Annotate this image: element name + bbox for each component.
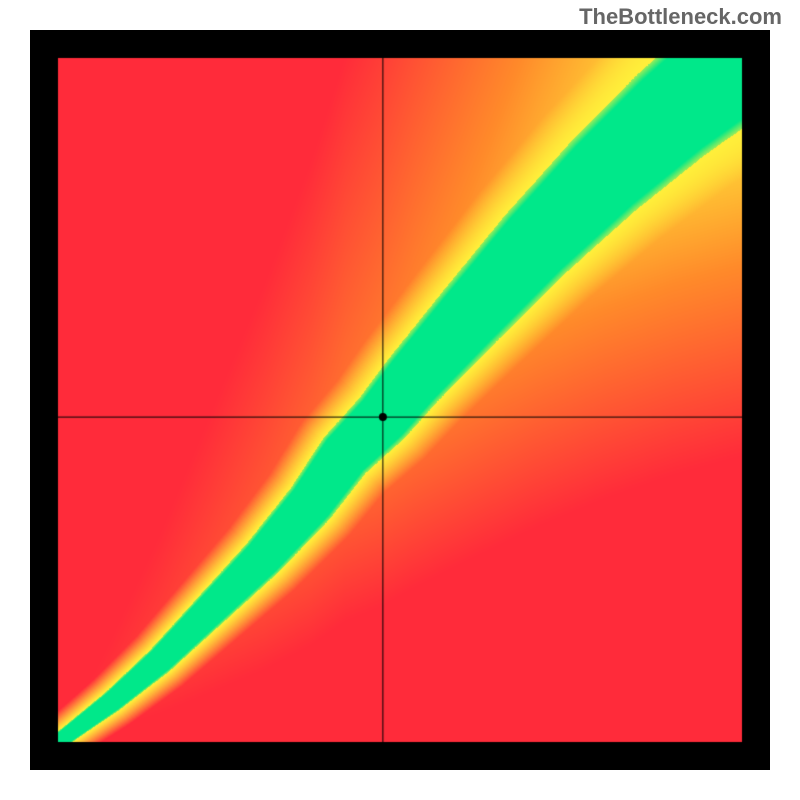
- watermark-label: TheBottleneck.com: [579, 4, 782, 30]
- chart-frame: [30, 30, 770, 770]
- heatmap-canvas: [30, 30, 770, 770]
